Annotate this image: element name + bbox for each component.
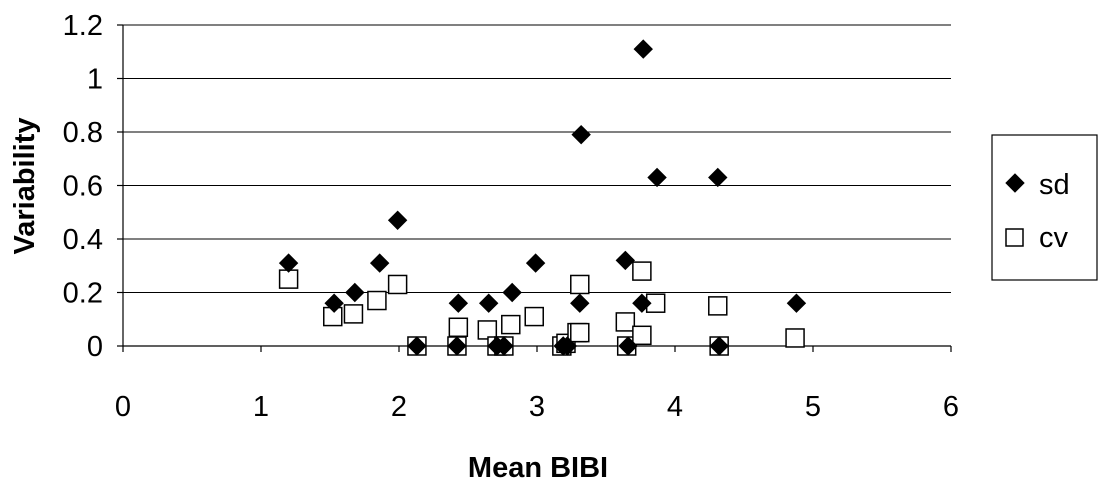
- sd-point: [557, 336, 578, 356]
- y-tick-label: 0.6: [63, 171, 103, 203]
- legend: sd cv: [991, 134, 1098, 281]
- cv-point: [570, 322, 590, 343]
- sd-point: [478, 293, 499, 313]
- cv-point: [708, 296, 728, 316]
- sd-point: [618, 336, 638, 356]
- y-tick-label: 0: [87, 331, 103, 363]
- sd-point: [615, 250, 636, 271]
- y-tick-label: 0.4: [63, 224, 103, 256]
- x-tick-label: 4: [667, 391, 683, 423]
- sd-point: [407, 336, 427, 356]
- data-points: [278, 39, 807, 356]
- cv-point: [367, 290, 387, 311]
- cv-point: [785, 328, 805, 348]
- x-axis-title: Mean BIBI: [468, 452, 608, 484]
- sd-point: [570, 293, 590, 313]
- y-axis-title: Variability: [9, 117, 41, 254]
- cv-point: [632, 261, 652, 281]
- x-tick-label: 0: [115, 391, 131, 423]
- sd-point: [369, 253, 390, 273]
- tick-labels: 0 0.2 0.4 0.6 0.8 1 1.2 0 1 2 3 4 5 6: [63, 10, 959, 423]
- sd-point: [708, 167, 728, 188]
- cv-point: [615, 312, 636, 332]
- x-tick-label: 5: [805, 391, 821, 423]
- cv-point: [632, 325, 652, 346]
- sd-point: [448, 293, 469, 313]
- legend-sd-label: sd: [1039, 169, 1070, 201]
- sd-point: [387, 210, 408, 230]
- sd-point: [278, 253, 299, 273]
- cv-point: [448, 317, 469, 338]
- cv-point: [278, 269, 299, 289]
- sd-point: [447, 336, 467, 356]
- x-tick-label: 6: [943, 391, 959, 423]
- cv-point: [501, 314, 521, 335]
- cv-point: [524, 306, 544, 327]
- sd-point: [502, 282, 522, 303]
- y-tick-label: 1: [87, 64, 103, 96]
- legend-cv-label: cv: [1039, 222, 1069, 254]
- cv-point: [570, 274, 590, 295]
- y-tick-label: 0.2: [63, 278, 103, 310]
- sd-point: [525, 253, 546, 273]
- y-tick-label: 0.8: [63, 117, 103, 149]
- axes: [117, 24, 952, 352]
- cv-point: [343, 304, 364, 324]
- sd-point: [786, 293, 807, 313]
- legend-box: [991, 134, 1098, 281]
- legend-sd-marker: [1005, 173, 1025, 193]
- sd-point: [345, 282, 365, 303]
- x-tick-label: 1: [253, 391, 269, 423]
- sd-point: [647, 167, 667, 188]
- y-tick-label: 1.2: [63, 10, 103, 42]
- gridlines: [123, 24, 951, 293]
- sd-point: [571, 124, 591, 145]
- x-tick-label: 2: [391, 391, 407, 423]
- x-tick-label: 3: [529, 391, 545, 423]
- sd-point: [633, 39, 653, 59]
- sd-point: [324, 293, 344, 313]
- sd-point: [494, 336, 514, 356]
- sd-point: [709, 336, 729, 356]
- cv-point: [387, 274, 408, 295]
- legend-cv-marker: [1005, 228, 1024, 247]
- sd-point: [632, 293, 652, 313]
